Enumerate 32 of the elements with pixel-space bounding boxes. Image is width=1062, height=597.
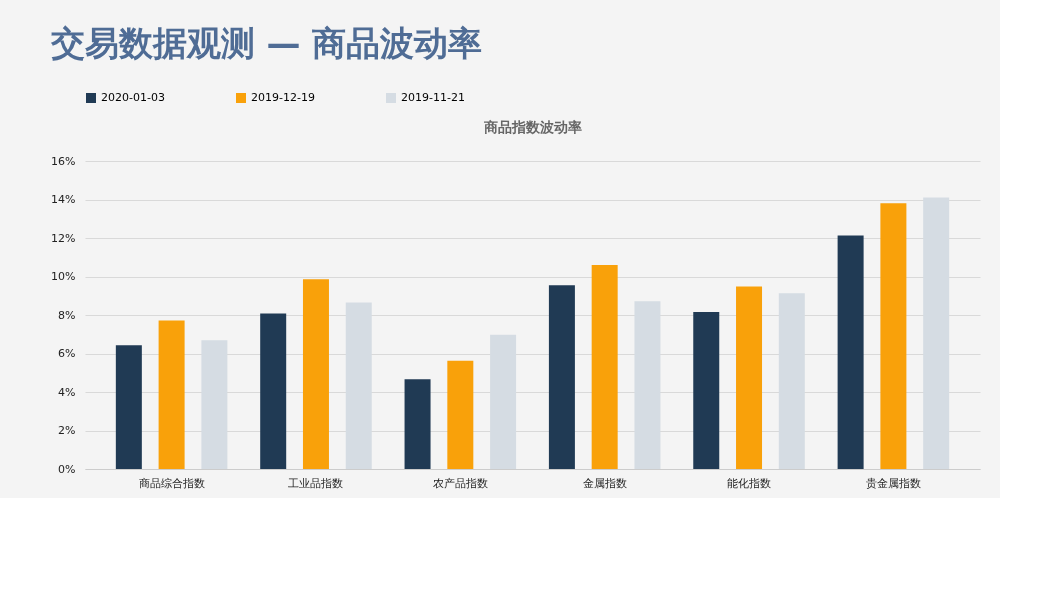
bar <box>693 312 720 469</box>
y-tick-label: 16% <box>51 154 76 168</box>
bar <box>158 320 185 469</box>
legend-label: 2020-01-03 <box>101 91 165 104</box>
chart-title: 交易数据观测 — 商品波动率 <box>49 23 483 63</box>
x-tick-label: 贵金属指数 <box>865 476 921 490</box>
y-tick-label: 10% <box>51 270 76 283</box>
bar <box>447 360 474 469</box>
bar <box>302 279 329 469</box>
x-tick-label: 金属指数 <box>582 476 627 490</box>
x-tick-label: 商品综合指数 <box>138 476 205 490</box>
bar <box>880 203 907 469</box>
y-tick-label: 2% <box>58 424 76 437</box>
legend-label: 2019-12-19 <box>251 91 315 104</box>
x-tick-label: 工业品指数 <box>288 476 344 490</box>
bar <box>115 345 142 469</box>
y-tick-label: 8% <box>58 308 76 322</box>
y-tick-label: 0% <box>58 462 76 476</box>
y-tick-label: 6% <box>58 347 76 360</box>
legend-label: 2019-11-21 <box>401 91 465 104</box>
bar <box>260 313 287 469</box>
y-tick-label: 4% <box>58 385 76 399</box>
chart-subtitle: 商品指数波动率 <box>482 119 582 135</box>
bar <box>591 264 618 469</box>
y-tick-label: 12% <box>51 231 76 245</box>
x-tick-label: 能化指数 <box>727 476 772 490</box>
y-tick-label: 14% <box>51 193 76 206</box>
x-tick-label: 农产品指数 <box>432 476 488 490</box>
bar <box>736 286 763 469</box>
bar <box>404 379 431 469</box>
bar <box>837 235 864 469</box>
bar <box>548 285 575 469</box>
